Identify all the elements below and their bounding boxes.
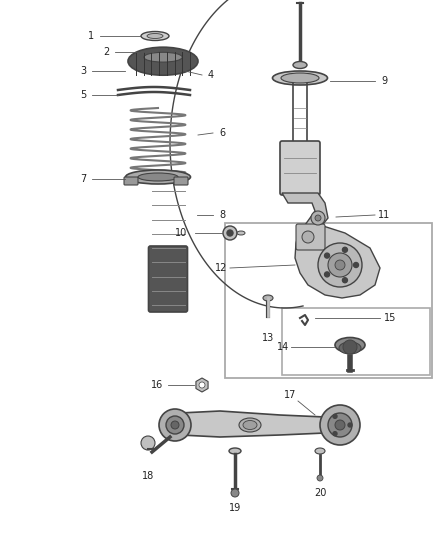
Circle shape: [311, 211, 325, 225]
Ellipse shape: [141, 31, 169, 41]
FancyBboxPatch shape: [124, 177, 138, 185]
Circle shape: [227, 230, 233, 236]
Circle shape: [335, 260, 345, 270]
Circle shape: [199, 382, 205, 388]
Ellipse shape: [293, 61, 307, 69]
Ellipse shape: [335, 337, 365, 352]
Ellipse shape: [229, 448, 241, 454]
Circle shape: [325, 272, 329, 277]
Polygon shape: [170, 411, 328, 437]
Ellipse shape: [272, 71, 328, 85]
Text: 17: 17: [284, 390, 296, 400]
Text: 5: 5: [80, 90, 86, 100]
Circle shape: [343, 278, 347, 282]
Circle shape: [328, 253, 352, 277]
Ellipse shape: [126, 170, 191, 184]
Circle shape: [328, 413, 352, 437]
Text: 1: 1: [88, 31, 94, 41]
Ellipse shape: [138, 173, 178, 181]
FancyBboxPatch shape: [296, 224, 325, 250]
FancyBboxPatch shape: [174, 177, 188, 185]
Circle shape: [325, 253, 329, 258]
Text: 6: 6: [219, 128, 225, 138]
Text: 2: 2: [103, 47, 109, 57]
Circle shape: [353, 262, 358, 268]
Circle shape: [302, 231, 314, 243]
Ellipse shape: [315, 448, 325, 454]
Circle shape: [141, 436, 155, 450]
FancyBboxPatch shape: [225, 223, 432, 378]
Ellipse shape: [237, 231, 245, 235]
Circle shape: [335, 420, 345, 430]
Ellipse shape: [153, 49, 171, 55]
Polygon shape: [282, 193, 328, 231]
Ellipse shape: [263, 295, 273, 301]
Text: 15: 15: [384, 313, 396, 323]
Text: 4: 4: [208, 70, 214, 80]
Circle shape: [166, 416, 184, 434]
Text: 9: 9: [381, 76, 387, 86]
Circle shape: [315, 215, 321, 221]
Text: 16: 16: [151, 380, 163, 390]
Ellipse shape: [281, 73, 319, 83]
Text: 19: 19: [229, 503, 241, 513]
Ellipse shape: [144, 52, 182, 62]
Circle shape: [343, 247, 347, 252]
Text: 3: 3: [80, 66, 86, 76]
Ellipse shape: [339, 342, 361, 354]
Ellipse shape: [243, 421, 257, 430]
Ellipse shape: [239, 418, 261, 432]
Text: 12: 12: [215, 263, 227, 273]
FancyBboxPatch shape: [148, 246, 187, 312]
Circle shape: [159, 409, 191, 441]
FancyBboxPatch shape: [282, 308, 430, 375]
Circle shape: [223, 226, 237, 240]
Text: 20: 20: [314, 488, 326, 498]
Circle shape: [318, 243, 362, 287]
Text: 18: 18: [142, 471, 154, 481]
Circle shape: [343, 340, 357, 354]
Text: 8: 8: [219, 210, 225, 220]
Circle shape: [317, 475, 323, 481]
Circle shape: [171, 421, 179, 429]
Text: 14: 14: [277, 342, 289, 352]
Polygon shape: [295, 225, 380, 298]
FancyBboxPatch shape: [280, 141, 320, 195]
Text: 11: 11: [378, 210, 390, 220]
Text: 13: 13: [262, 333, 274, 343]
Ellipse shape: [128, 47, 198, 75]
Circle shape: [320, 405, 360, 445]
Text: 7: 7: [80, 174, 86, 184]
Text: 10: 10: [175, 228, 187, 238]
Circle shape: [333, 414, 337, 418]
Circle shape: [231, 489, 239, 497]
Circle shape: [333, 432, 337, 435]
Circle shape: [348, 423, 352, 427]
Ellipse shape: [147, 34, 163, 38]
